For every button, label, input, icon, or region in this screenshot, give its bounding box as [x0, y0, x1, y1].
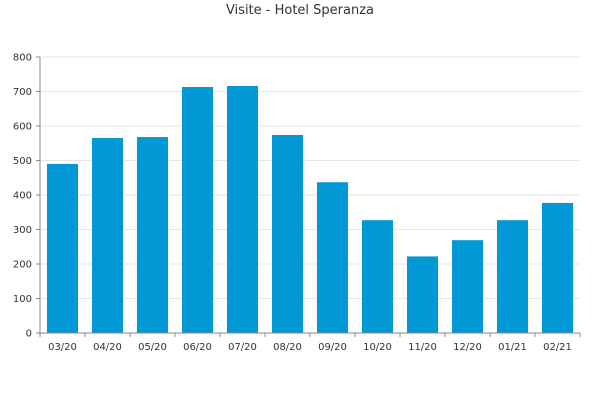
- bar-01-21: [496, 220, 529, 333]
- y-tick-label: 100: [13, 294, 32, 305]
- x-tick-label: 10/20: [363, 342, 392, 353]
- x-tick-label: 04/20: [93, 342, 122, 353]
- bar-05-20: [136, 137, 169, 333]
- x-tick-label: 02/21: [543, 342, 572, 353]
- y-tick-label: 300: [13, 225, 32, 236]
- x-tick-label: 05/20: [138, 342, 167, 353]
- x-tick-label: 07/20: [228, 342, 257, 353]
- bar-10-20: [361, 220, 394, 333]
- y-tick-label: 700: [13, 87, 32, 98]
- x-tick-labels: 03/20 04/20 05/20 06/20 07/20 08/20 09/20 10/20…: [48, 342, 572, 353]
- x-tick-label: 06/20: [183, 342, 212, 353]
- y-tick-label: 800: [13, 53, 32, 64]
- bar-02-21: [541, 202, 574, 333]
- y-tick-label: 600: [13, 122, 32, 133]
- x-tick-label: 01/21: [498, 342, 527, 353]
- bar-11-20: [406, 256, 439, 333]
- y-tick-label: 200: [13, 260, 32, 271]
- y-tick-label: 500: [13, 156, 32, 167]
- axes: [36, 56, 581, 337]
- bar-04-20: [91, 138, 124, 333]
- bar-06-20: [181, 87, 214, 333]
- y-tick-label: 0: [26, 329, 32, 340]
- x-tick-label: 09/20: [318, 342, 347, 353]
- x-tick-label: 12/20: [453, 342, 482, 353]
- x-tick-label: 11/20: [408, 342, 437, 353]
- grid-lines: [40, 56, 580, 299]
- bar-08-20: [271, 134, 304, 333]
- chart-title: Visite - Hotel Speranza: [225, 3, 375, 18]
- bar-07-20: [226, 85, 259, 333]
- bar-09-20: [316, 182, 349, 333]
- x-tick-label: 03/20: [48, 342, 77, 353]
- y-tick-labels: 0 100 200 300 400 500 600 700 800: [13, 53, 32, 340]
- bar-12-20: [451, 240, 484, 333]
- bars: [46, 85, 574, 333]
- y-tick-label: 400: [13, 191, 32, 202]
- x-tick-label: 08/20: [273, 342, 302, 353]
- bar-03-20: [46, 163, 79, 333]
